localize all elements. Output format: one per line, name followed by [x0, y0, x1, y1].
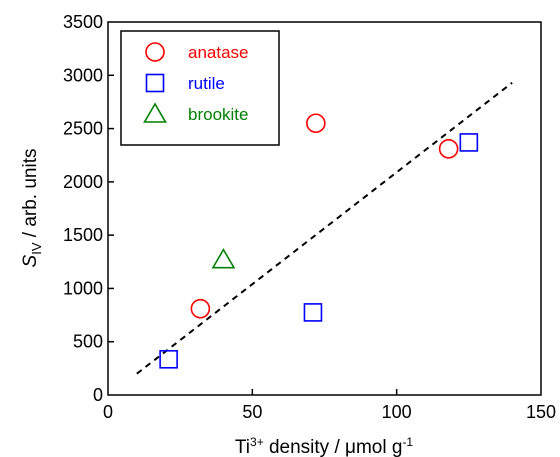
y-tick-label: 3500 — [63, 12, 103, 32]
data-points — [159, 113, 479, 369]
legend-anatase-marker — [145, 42, 165, 62]
x-tick-label: 50 — [242, 402, 262, 422]
plot-frame — [107, 21, 542, 396]
y-tick-label: 0 — [93, 385, 103, 405]
y-axis-label: SIV / arb. units — [20, 149, 44, 268]
legend-brookite-marker — [143, 102, 167, 123]
anatase-point — [438, 139, 459, 159]
x-tick-label: 150 — [526, 402, 556, 422]
y-tick-label: 3000 — [63, 65, 103, 85]
legend: anatase rutile brookite — [120, 30, 280, 146]
rutile-point — [303, 303, 323, 322]
rutile-point — [459, 133, 479, 152]
legend-brookite-label: brookite — [188, 105, 248, 124]
trend-line — [136, 81, 513, 375]
x-axis-label: Ti3+ density / μmol g-1 — [235, 435, 414, 457]
legend-rutile-marker — [145, 73, 165, 93]
legend-rutile-label: rutile — [188, 74, 225, 93]
y-axis-ticks: 0 500 1000 1500 2000 2500 3000 3500 — [63, 12, 114, 405]
legend-items: anatase rutile brookite — [143, 42, 249, 124]
rutile-point — [159, 349, 178, 369]
y-tick-label: 1500 — [63, 225, 103, 245]
y-tick-label: 1000 — [63, 278, 103, 298]
y-tick-label: 2000 — [63, 172, 103, 192]
anatase-point — [190, 298, 211, 319]
brookite-point — [211, 248, 236, 269]
y-tick-label: 500 — [73, 332, 103, 352]
x-axis-ticks: 0 50 100 150 — [103, 389, 556, 422]
legend-anatase-label: anatase — [188, 43, 249, 62]
y-tick-label: 2500 — [63, 119, 103, 139]
x-tick-label: 100 — [382, 402, 412, 422]
legend-box — [120, 30, 280, 146]
anatase-point — [306, 113, 326, 134]
x-tick-label: 0 — [103, 402, 113, 422]
